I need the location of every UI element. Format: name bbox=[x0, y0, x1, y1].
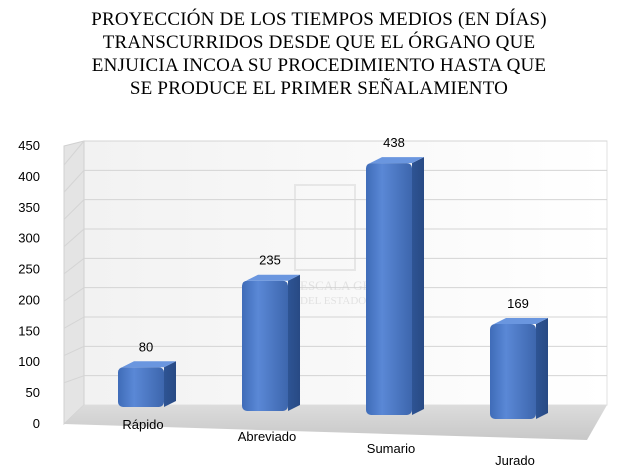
category-label: Sumario bbox=[367, 441, 415, 456]
gridline-side bbox=[63, 199, 85, 220]
data-label: 80 bbox=[139, 339, 153, 354]
y-tick-label: 350 bbox=[18, 200, 40, 215]
data-labels: 80 235 438 169 bbox=[139, 135, 529, 354]
bar-side bbox=[412, 157, 424, 416]
y-tick-label: 0 bbox=[33, 416, 40, 431]
gridline-side bbox=[63, 257, 85, 275]
bar-top bbox=[122, 361, 176, 368]
bar bbox=[366, 163, 412, 415]
bar-top bbox=[246, 274, 300, 281]
category-labels: Rápido Abreviado Sumario Jurado bbox=[122, 417, 534, 468]
data-label: 235 bbox=[259, 253, 281, 268]
category-label: Abreviado bbox=[238, 429, 297, 444]
bar bbox=[490, 323, 536, 419]
bar bbox=[118, 367, 164, 407]
category-label: Rápido bbox=[122, 417, 163, 432]
y-tick-label: 200 bbox=[18, 292, 40, 307]
gridline-side bbox=[63, 169, 85, 193]
svg-text:ESCALA GEN: ESCALA GEN bbox=[300, 278, 380, 293]
bar-side bbox=[536, 317, 548, 419]
bar-side bbox=[288, 274, 300, 411]
gridline-side bbox=[63, 140, 85, 166]
gridline-side bbox=[63, 316, 85, 329]
data-label: 438 bbox=[383, 135, 405, 150]
y-tick-label: 400 bbox=[18, 169, 40, 184]
y-tick-label: 250 bbox=[18, 262, 40, 277]
bar-side bbox=[164, 361, 176, 407]
bar bbox=[242, 280, 288, 411]
y-tick-label: 50 bbox=[26, 385, 40, 400]
watermark-seal: ESCALA GEN DEL ESTADO bbox=[294, 184, 380, 307]
y-axis-ticks: 0 50 100 150 200 250 300 350 400 450 bbox=[18, 138, 40, 431]
chart-title: PROYECCIÓN DE LOS TIEMPOS MEDIOS (EN DÍA… bbox=[91, 9, 547, 99]
y-tick-label: 450 bbox=[18, 138, 40, 153]
category-label: Jurado bbox=[495, 453, 535, 468]
gridline-side bbox=[63, 228, 85, 248]
y-tick-label: 100 bbox=[18, 354, 40, 369]
y-tick-label: 150 bbox=[18, 323, 40, 338]
bar-top bbox=[370, 157, 424, 164]
bars bbox=[118, 157, 548, 419]
svg-text:DEL ESTADO: DEL ESTADO bbox=[300, 295, 366, 307]
data-label: 169 bbox=[507, 296, 529, 311]
bar-top bbox=[494, 317, 548, 324]
chart-floor bbox=[64, 405, 607, 440]
y-tick-label: 300 bbox=[18, 231, 40, 246]
gridline-side bbox=[63, 345, 85, 357]
gridline-side bbox=[63, 287, 85, 302]
gridline-side bbox=[63, 375, 85, 384]
